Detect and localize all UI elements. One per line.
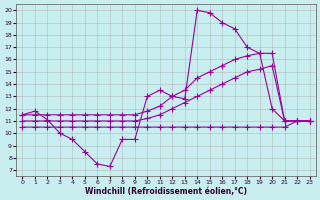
- X-axis label: Windchill (Refroidissement éolien,°C): Windchill (Refroidissement éolien,°C): [85, 187, 247, 196]
